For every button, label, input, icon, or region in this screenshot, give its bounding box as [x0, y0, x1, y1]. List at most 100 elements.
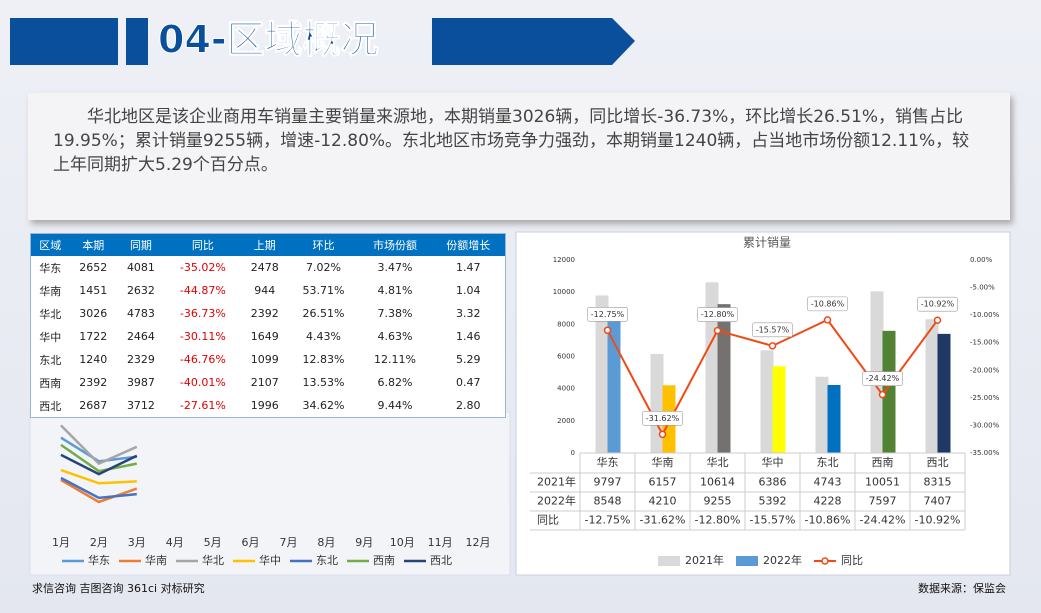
line-marker [933, 316, 942, 324]
table-cell: -35.02% [179, 261, 226, 274]
y-tick-label: 4000 [557, 385, 575, 393]
x-tick-label: 6月 [242, 536, 260, 549]
y2-tick-label: -25.00% [970, 394, 1000, 402]
table-cell: 9.44% [377, 399, 413, 412]
table-cell: 华中 [39, 330, 62, 344]
table-header: 同比 [164, 233, 241, 256]
legend-label: 东北 [316, 554, 338, 567]
table-header: 上期 [240, 233, 289, 256]
panel [29, 411, 511, 576]
table-cell: 12.83% [302, 353, 345, 366]
x-tick-label: 9月 [355, 536, 373, 549]
bar [595, 295, 609, 453]
table-cell: 3987 [126, 376, 155, 389]
data-label: -24.42% [866, 374, 900, 383]
table: 区域 本期 同期 同比 上期 环比 市场份额 份额增长 华东 2652 4081 -35.02% 247… [30, 233, 506, 418]
footer-left: 求信咨询 吉图咨询 361ci 对标研究 [32, 581, 205, 595]
table-row: 西北 2687 3712 -27.61% 1996 34.62% 9.44% 2.80 [31, 394, 506, 418]
table-row: 华北 3026 4783 -36.73% 2392 26.51% 7.38% 3.32 [31, 302, 506, 325]
y2-tick-label: -30.00% [970, 421, 1000, 429]
line-marker [603, 326, 612, 335]
x-tick-label: 华东 [597, 455, 619, 469]
legend-label: 华中 [259, 553, 281, 567]
x-tick-label: 5月 [204, 536, 222, 549]
line-marker [658, 430, 667, 439]
data-label: -12.80% [701, 310, 735, 319]
legend-label: 西南 [373, 554, 395, 567]
table-cell: 1240 [79, 353, 108, 366]
table-value: -15.57% [750, 514, 796, 527]
line-marker [878, 390, 887, 399]
bar [650, 353, 664, 453]
series-line [60, 424, 138, 466]
table-cell: 7.38% [377, 307, 413, 320]
y-tick-label: 10000 [553, 288, 575, 296]
bar [815, 376, 829, 453]
table-header: 同期 [117, 233, 165, 256]
x-tick-label: 8月 [317, 536, 335, 549]
table-value: 9797 [594, 476, 622, 489]
legend-label: 2022年 [763, 553, 802, 567]
table-value: 9255 [704, 495, 732, 508]
table-cell: 2464 [126, 330, 155, 343]
bar [607, 315, 621, 453]
bar [772, 366, 786, 453]
label-box [807, 296, 848, 312]
table-cell: -40.01% [179, 376, 226, 389]
table-cell: 1.47 [456, 261, 481, 274]
legend-label: 西北 [430, 554, 452, 567]
series-line [60, 453, 138, 476]
bar [705, 282, 719, 453]
data-label: -15.57% [756, 325, 790, 334]
label-box [587, 307, 628, 322]
table-value: 7407 [924, 495, 952, 508]
table-row: 华东 2652 4081 -35.02% 2478 7.02% 3.47% 1.47 [31, 256, 506, 279]
table-cell: 34.62% [302, 399, 345, 412]
table-value: -12.80% [695, 514, 741, 527]
table-cell: 1996 [250, 399, 279, 412]
table-cell: 4081 [126, 261, 155, 274]
header-bar [10, 18, 118, 65]
table-cell: 4783 [126, 307, 155, 320]
table-value: 10051 [865, 476, 900, 489]
table-cell: 12.11% [374, 353, 416, 366]
table-cell: 2632 [126, 284, 155, 297]
y-tick-label: 6000 [557, 353, 575, 361]
table-cell: 华东 [39, 261, 62, 275]
line-marker [768, 342, 777, 350]
table-cell: 53.71% [302, 284, 345, 297]
table-cell: 1.46 [456, 330, 481, 343]
series-line [60, 476, 137, 500]
y2-tick-label: -20.00% [970, 366, 1000, 374]
y2-tick-label: -5.00% [970, 284, 995, 292]
data-label: -31.62% [646, 414, 680, 423]
table-header: 本期 [69, 233, 118, 256]
series-line [60, 468, 137, 485]
table-cell: 3.47% [377, 261, 413, 274]
table-value: 10614 [700, 476, 735, 489]
table-cell: 1649 [250, 330, 279, 343]
table-cell: -27.61% [179, 399, 226, 412]
bar [882, 330, 896, 453]
bar [937, 333, 951, 453]
table-value: 8548 [594, 495, 622, 508]
header-title: 04-区域概况 [158, 18, 379, 62]
y2-tick-label: -10.00% [970, 311, 1000, 319]
series-line [60, 436, 137, 463]
table-cell: 华北 [39, 307, 62, 321]
table-cell: 1451 [79, 284, 108, 297]
table-value: 5392 [759, 495, 787, 508]
table-cell: -44.87% [179, 284, 226, 297]
row-label: 同比 [537, 514, 559, 527]
table-cell: 东北 [39, 353, 62, 367]
table-value: 4210 [649, 495, 677, 508]
table-row: 东北 1240 2329 -46.76% 1099 12.83% 12.11% 5.29 [31, 348, 506, 371]
table-value: 4228 [814, 495, 842, 508]
y2-tick-label: 0.00% [970, 256, 993, 264]
y2-tick-label: -15.00% [970, 339, 1000, 347]
table-cell: 2687 [79, 399, 108, 412]
table-cell: 6.82% [377, 376, 413, 389]
bar [827, 384, 841, 453]
